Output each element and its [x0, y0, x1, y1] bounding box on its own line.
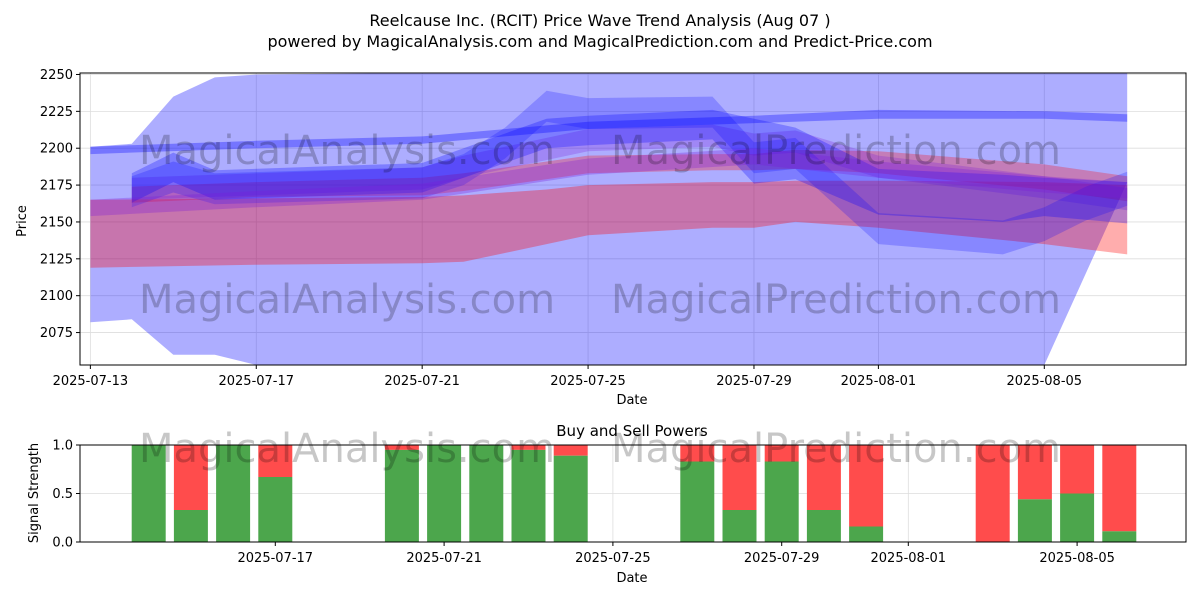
buy-bar: [469, 445, 504, 542]
buy-bar: [173, 510, 208, 542]
buy-sell-title: Buy and Sell Powers: [556, 422, 708, 440]
buy-bar: [1060, 493, 1095, 542]
buy-sell-chart: Buy and Sell Powers MagicalAnalysis.com M…: [27, 422, 1187, 586]
price-band-blue: [131, 90, 1128, 255]
sell-bar: [849, 445, 884, 527]
signal-xtick-label: 2025-07-21: [406, 551, 482, 566]
price-xtick-label: 2025-07-21: [384, 374, 460, 389]
watermark-text: MagicalAnalysis.com: [139, 277, 555, 323]
buy-bar: [680, 461, 715, 542]
signal-x-ticks: 2025-07-17 2025-07-21 2025-07-25 2025-07-29…: [238, 542, 1115, 566]
price-plot-area: [80, 73, 1186, 365]
signal-ytick-label: 0.5: [52, 487, 73, 502]
price-xtick-label: 2025-07-29: [716, 374, 792, 389]
price-ytick-label: 2150: [40, 215, 73, 230]
buy-bar: [258, 477, 293, 542]
signal-xtick-label: 2025-07-29: [744, 551, 820, 566]
sell-bar: [258, 445, 293, 477]
price-y-axis-label: Price: [15, 205, 30, 237]
signal-xtick-label: 2025-08-01: [871, 551, 947, 566]
price-x-axis-label: Date: [616, 393, 647, 408]
price-band-red: [90, 180, 1128, 268]
buy-bar: [849, 526, 884, 542]
chart-subtitle: powered by MagicalAnalysis.com and Magic…: [267, 32, 932, 51]
buy-bar: [511, 449, 546, 542]
price-ytick-label: 2225: [40, 105, 73, 120]
buy-bar: [1017, 499, 1052, 542]
price-wave-chart: MagicalAnalysis.com MagicalPrediction.com…: [15, 68, 1187, 408]
price-grid: [80, 73, 1186, 365]
price-band-red: [131, 149, 1128, 203]
signal-y-axis-label: Signal Strength: [27, 443, 42, 543]
watermark-text: MagicalAnalysis.com: [139, 128, 555, 174]
buy-bar: [427, 445, 462, 542]
sell-bar: [975, 445, 1010, 542]
watermark-text: MagicalPrediction.com: [611, 277, 1061, 323]
sell-bar: [1102, 445, 1137, 532]
signal-xtick-label: 2025-07-25: [575, 551, 651, 566]
price-band-blue: [131, 109, 1128, 224]
price-y-ticks: 2075 2100 2125 2150 2175 2200 2225 2250: [40, 68, 80, 341]
price-watermarks: MagicalAnalysis.com MagicalPrediction.com…: [139, 128, 1061, 323]
price-axes-frame: [79, 72, 1187, 366]
buy-bar: [764, 461, 799, 542]
price-ytick-label: 2125: [40, 252, 73, 267]
sell-bar: [722, 445, 757, 510]
price-band-blue: [90, 73, 1128, 365]
signal-watermarks: MagicalAnalysis.com MagicalPrediction.com: [139, 426, 1061, 472]
sell-bar: [1060, 445, 1095, 494]
sell-bar: [553, 445, 588, 456]
price-band-purple: [90, 148, 1128, 217]
buy-bar: [131, 445, 166, 542]
price-xtick-label: 2025-08-01: [841, 374, 917, 389]
price-band-purple: [131, 124, 1128, 211]
sell-bar: [764, 445, 799, 462]
signal-xtick-label: 2025-07-17: [238, 551, 314, 566]
price-xtick-label: 2025-07-17: [218, 374, 294, 389]
sell-bar: [173, 445, 208, 510]
price-ytick-label: 2250: [40, 68, 73, 83]
price-xtick-label: 2025-08-05: [1007, 374, 1083, 389]
watermark-text: MagicalPrediction.com: [611, 426, 1061, 472]
price-ytick-label: 2200: [40, 142, 73, 157]
buy-bar: [553, 455, 588, 542]
buy-bar: [216, 445, 251, 542]
sell-bar: [806, 445, 841, 510]
signal-x-axis-label: Date: [616, 571, 647, 586]
chart-title: Reelcause Inc. (RCIT) Price Wave Trend A…: [369, 11, 830, 30]
price-xtick-label: 2025-07-13: [53, 374, 129, 389]
signal-xtick-label: 2025-08-05: [1039, 551, 1115, 566]
price-x-ticks: 2025-07-13 2025-07-17 2025-07-21 2025-07-25…: [53, 365, 1082, 389]
buy-bar: [384, 449, 419, 542]
price-band-blue: [90, 109, 1128, 155]
sell-bar: [511, 445, 546, 450]
watermark-text: MagicalPrediction.com: [611, 128, 1061, 174]
price-bands: [90, 73, 1128, 365]
buy-bar: [722, 510, 757, 542]
signal-y-ticks: 0.0 0.5 1.0: [52, 439, 80, 551]
price-ytick-label: 2100: [40, 289, 73, 304]
price-ytick-label: 2175: [40, 179, 73, 194]
signal-bars: [131, 445, 1137, 542]
buy-bar: [806, 510, 841, 542]
price-xtick-label: 2025-07-25: [550, 374, 626, 389]
buy-bar: [1102, 531, 1137, 542]
signal-ytick-label: 0.0: [52, 536, 73, 551]
signal-ytick-label: 1.0: [52, 439, 73, 454]
sell-bar: [384, 445, 419, 450]
sell-bar: [1017, 445, 1052, 500]
price-ytick-label: 2075: [40, 326, 73, 341]
sell-bar: [680, 445, 715, 462]
watermark-text: MagicalAnalysis.com: [139, 426, 555, 472]
